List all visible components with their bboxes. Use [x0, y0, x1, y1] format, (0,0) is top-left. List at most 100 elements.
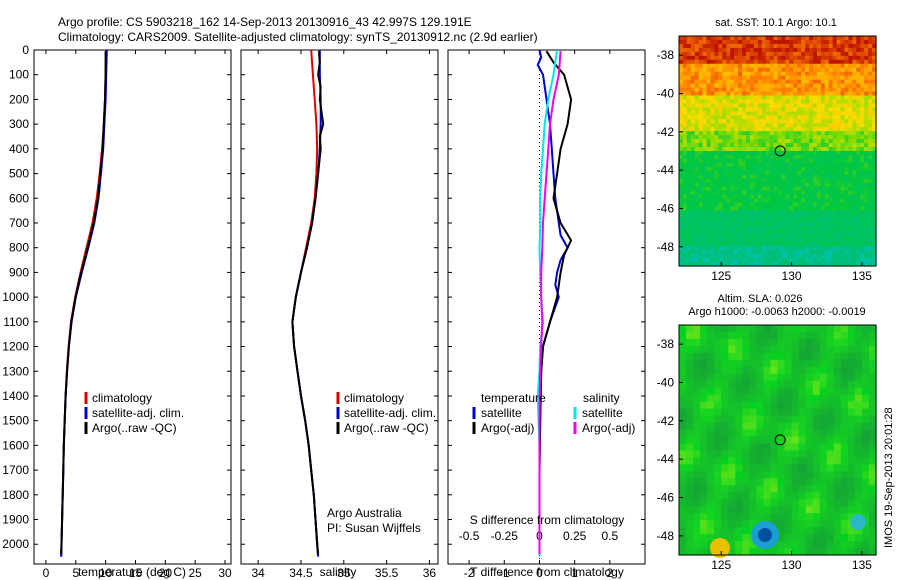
map-cell — [793, 254, 798, 259]
map-cell — [679, 99, 684, 105]
map-cell — [777, 166, 783, 172]
map-cell — [836, 127, 842, 132]
map-cell — [777, 127, 783, 132]
map-cell — [797, 111, 802, 116]
map-cell — [749, 222, 755, 227]
map-cell — [749, 158, 755, 164]
map-cell — [714, 226, 719, 231]
map-cell — [860, 131, 865, 136]
map-cell — [690, 71, 696, 77]
map-cell — [789, 246, 794, 251]
map-cell — [872, 135, 877, 140]
map-cell — [765, 154, 771, 160]
map-cell — [734, 55, 739, 61]
map-cell — [789, 115, 794, 120]
map-cell — [844, 222, 850, 227]
map-cell — [805, 548, 814, 556]
map-cell — [710, 154, 716, 160]
map-cell — [757, 262, 763, 267]
map-cell — [801, 174, 806, 180]
map-cell — [722, 67, 727, 73]
map-cell — [686, 471, 694, 479]
map-cell — [714, 67, 719, 73]
map-cell — [833, 506, 842, 514]
map-cell — [694, 222, 700, 227]
map-cell — [742, 178, 747, 184]
map-cell — [735, 457, 743, 465]
map-cell — [791, 443, 800, 452]
map-cell — [868, 359, 877, 368]
map-cell — [801, 95, 806, 101]
map-cell — [836, 91, 842, 97]
map-cell — [714, 194, 719, 200]
map-cell — [868, 401, 877, 410]
map-cell — [824, 238, 830, 243]
map-cell — [828, 230, 834, 235]
map-cell — [679, 158, 684, 164]
x-tick-label: 0 — [43, 566, 50, 580]
map-cell — [836, 99, 842, 105]
map-cell — [852, 250, 857, 255]
map-cell — [682, 222, 688, 227]
map-cell — [785, 123, 790, 128]
map-cell — [721, 464, 729, 472]
map-cell — [840, 401, 849, 410]
map-cell — [700, 499, 708, 507]
map-cell — [706, 206, 712, 212]
map-cell — [809, 162, 814, 168]
map-cell — [816, 95, 822, 101]
map-cell — [707, 373, 715, 382]
map-cell — [679, 55, 684, 61]
map-y-tick-label: -42 — [657, 414, 675, 428]
map-cell — [868, 170, 873, 176]
map-cell — [757, 47, 763, 53]
map-cell — [856, 55, 861, 61]
map-cell — [832, 218, 838, 223]
map-cell — [734, 218, 739, 223]
map-cell — [840, 331, 849, 340]
map-cell — [860, 214, 865, 220]
map-cell — [820, 95, 826, 101]
map-cell — [860, 202, 865, 208]
map-cell — [844, 166, 850, 172]
map-cell — [721, 380, 729, 389]
map-cell — [686, 158, 692, 164]
map-cell — [797, 162, 802, 168]
map-cell — [812, 254, 818, 259]
map-cell — [679, 492, 687, 500]
map-cell — [812, 131, 818, 136]
map-cell — [864, 170, 869, 176]
map-cell — [868, 107, 873, 112]
map-cell — [742, 36, 747, 41]
map-y-tick-label: -40 — [657, 376, 675, 390]
map-cell — [820, 36, 826, 41]
map-cell — [749, 174, 755, 180]
map-cell — [805, 59, 810, 65]
map-cell — [682, 242, 688, 247]
map-cell — [714, 210, 719, 216]
map-cell — [798, 366, 807, 375]
map-cell — [797, 182, 802, 188]
map-cell — [801, 166, 806, 172]
map-cell — [730, 71, 735, 77]
map-cell — [761, 194, 767, 200]
map-cell — [763, 338, 772, 347]
map-cell — [742, 210, 747, 216]
map-cell — [836, 258, 842, 263]
map-cell — [868, 103, 873, 108]
x-tick-label: 5 — [72, 566, 79, 580]
map-cell — [789, 222, 794, 227]
map-cell — [816, 210, 822, 216]
map-cell — [730, 39, 735, 45]
map-cell — [816, 99, 822, 105]
map-cell — [832, 238, 838, 243]
map-cell — [693, 380, 701, 389]
map-cell — [812, 36, 818, 41]
map-cell — [749, 331, 757, 340]
map-cell — [836, 83, 842, 89]
map-cell — [749, 91, 755, 97]
map-cell — [820, 262, 826, 267]
map-cell — [749, 51, 755, 57]
map-cell — [718, 190, 723, 196]
map-cell — [848, 87, 853, 93]
